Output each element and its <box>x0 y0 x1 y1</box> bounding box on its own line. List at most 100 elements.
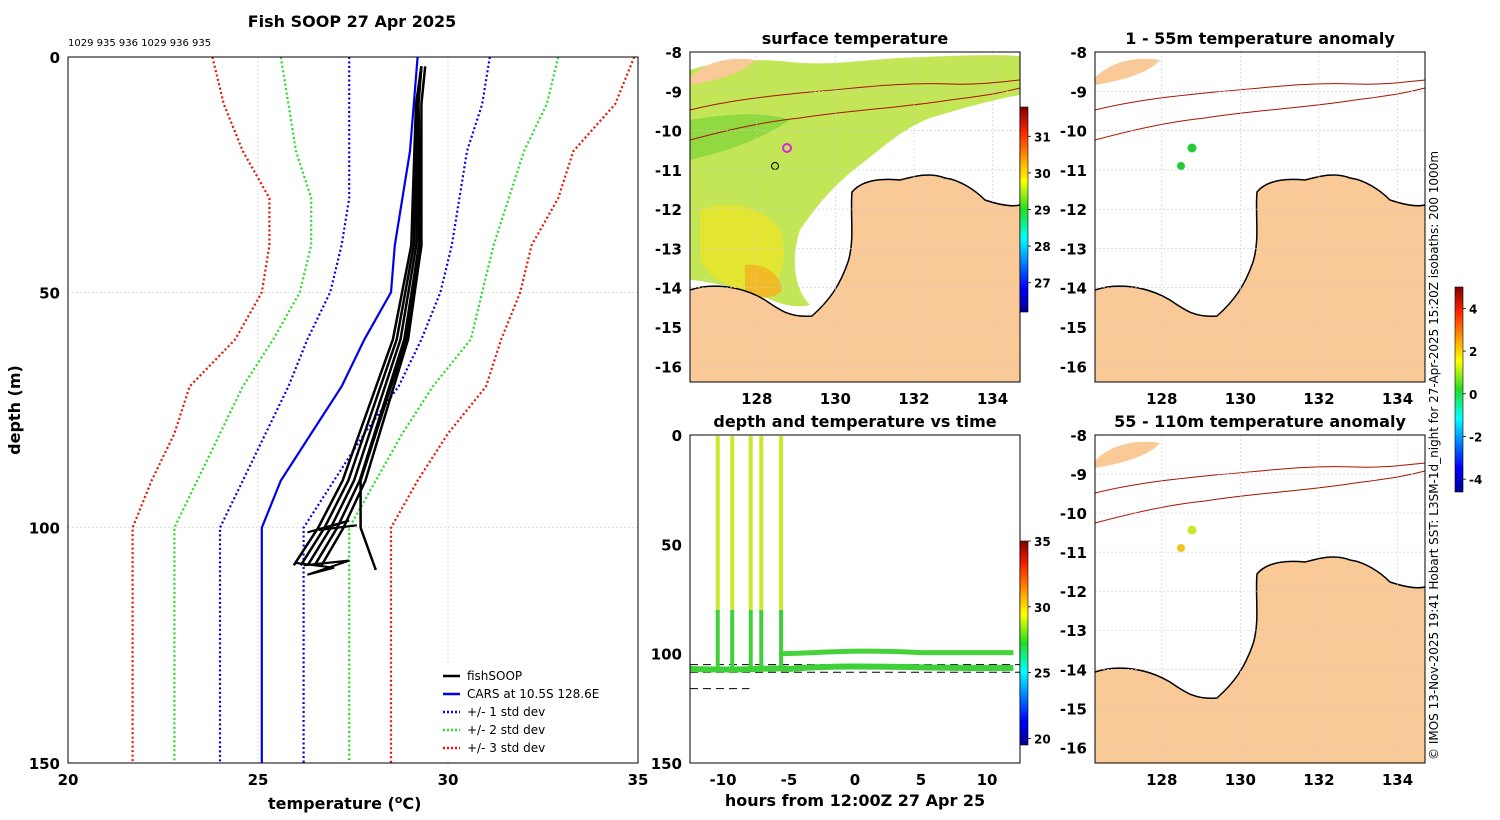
sst-map-isobath-200 <box>689 79 1021 111</box>
profile-xtick-label: 25 <box>248 771 269 789</box>
map-lat-label: -14 <box>655 280 682 298</box>
colorbar-label: -2 <box>1469 430 1482 444</box>
sst-map-ticks: -8 -9 -10 -11 -12 -13 -14 -15 -16 128 130 132 134 <box>655 44 1008 408</box>
map-lat-label: -9 <box>1070 83 1087 101</box>
colorbar-label: 20 <box>1034 732 1051 746</box>
profile-xlabel-text: temperature ( <box>268 794 395 813</box>
legend-label-sd1: +/- 1 std dev <box>467 705 545 719</box>
profile-panel: Fish SOOP 27 Apr 2025 1029 935 936 1029 … <box>5 12 648 813</box>
profile-series-fishsoop <box>292 66 423 566</box>
anomaly-colorbar: 4 2 0 -2 -4 <box>1454 286 1482 493</box>
legend-label-sd2: +/- 2 std dev <box>467 723 545 737</box>
map-lat-label: -16 <box>1060 358 1087 376</box>
timeseries-colorbar: 35 30 25 20 <box>1019 535 1051 746</box>
legend-label-cars: CARS at 10.5S 128.6E <box>467 687 599 701</box>
timeseries-ytick-label: 100 <box>651 646 682 664</box>
legend-box <box>438 665 635 759</box>
sst-map-island <box>690 58 755 85</box>
map-lat-label: -9 <box>1070 466 1087 484</box>
anom1-map-panel: 1 - 55m temperature anomaly -8 -9 -10 -11 -1… <box>1060 29 1426 408</box>
profile-xtick-label: 35 <box>628 771 649 789</box>
sst-map-plot <box>689 52 1021 382</box>
profile-fishsoop-bottom <box>307 519 357 534</box>
profile-ytick-label: 150 <box>29 755 60 773</box>
map-lon-label: 132 <box>1303 390 1334 408</box>
colorbar-ramp <box>1019 106 1029 313</box>
map-lon-label: 132 <box>898 390 929 408</box>
anom1-map-isobath-1000 <box>1094 87 1426 141</box>
profile-fishsoop-bottom <box>295 559 350 576</box>
colorbar-label: 0 <box>1469 388 1477 402</box>
map-lon-label: 130 <box>1225 771 1256 789</box>
profile-xlabel-end: C) <box>402 794 421 813</box>
anom2-map-island <box>1095 441 1160 468</box>
profile-series-stddev <box>218 57 351 763</box>
profile-top-ids: 1029 935 936 1029 936 935 <box>68 38 211 49</box>
anom1-map-frame <box>1094 51 1426 383</box>
anom2-map-plot <box>1094 435 1426 763</box>
timeseries-plot <box>689 436 1020 690</box>
sst-map-land <box>690 174 1020 382</box>
map-lat-label: -15 <box>1060 700 1087 718</box>
sst-map-station-current <box>782 143 792 153</box>
profile-xlabel: temperature (oC) <box>268 793 421 813</box>
legend-label-sd3: +/- 3 std dev <box>467 741 545 755</box>
timeseries-frame <box>689 434 1021 764</box>
profile-ytick-label: 0 <box>50 49 60 67</box>
profile-axes-frame <box>67 56 639 764</box>
map-lat-label: -13 <box>655 240 682 258</box>
anom1-map-title: 1 - 55m temperature anomaly <box>1125 29 1395 48</box>
anom2-map-dot-current <box>1187 525 1197 535</box>
legend-label-fish: fishSOOP <box>467 669 522 683</box>
map-lat-label: -8 <box>665 44 682 62</box>
map-lat-label: -8 <box>1070 44 1087 62</box>
anom1-map-dot-current <box>1187 143 1197 153</box>
map-lat-label: -10 <box>1060 123 1087 141</box>
map-lat-label: -10 <box>1060 505 1087 523</box>
profile-series-cars <box>260 56 419 763</box>
profile-series-stddev <box>348 56 560 763</box>
map-lon-label: 128 <box>1146 390 1177 408</box>
anom2-map-isobath-1000 <box>1094 470 1426 524</box>
anom2-map-title: 55 - 110m temperature anomaly <box>1114 412 1406 431</box>
map-lon-label: 134 <box>1382 390 1413 408</box>
profile-ytick-label: 50 <box>39 284 60 302</box>
colorbar-ramp <box>1019 540 1029 746</box>
map-lat-label: -13 <box>1060 240 1087 258</box>
map-lat-label: -11 <box>1060 162 1087 180</box>
anom1-map-isobath-200 <box>1094 79 1426 111</box>
sst-colorbar: 31 30 29 28 27 <box>1019 106 1051 313</box>
profile-legend: fishSOOP CARS at 10.5S 128.6E +/- 1 std … <box>438 665 635 759</box>
colorbar-label: 31 <box>1034 130 1051 144</box>
sst-map-panel: surface temperature -8-9-10-11-12-13-14-… <box>655 29 1051 408</box>
map-lat-label: -11 <box>1060 544 1087 562</box>
anom2-map-land <box>1095 556 1425 763</box>
colorbar-label: 27 <box>1034 277 1051 291</box>
timeseries-ytick-label: 150 <box>651 755 682 773</box>
anom2-map-ticks: -8 -9 -10 -11 -12 -13 -14 -15 -16 128 130 132 134 <box>1060 427 1413 789</box>
timeseries-title: depth and temperature vs time <box>713 412 996 431</box>
sst-hot-region <box>745 264 782 298</box>
anom2-map-panel: 55 - 110m temperature anomaly -8 -9 -10 -11… <box>1060 412 1426 789</box>
profile-ytick-label: 100 <box>29 520 60 538</box>
timeseries-mid-transect <box>782 648 1014 657</box>
map-lon-label: 132 <box>1303 771 1334 789</box>
map-lat-label: -15 <box>1060 319 1087 337</box>
timeseries-xtick-label: 5 <box>916 771 926 789</box>
map-lat-label: -11 <box>655 162 682 180</box>
profile-series-stddev <box>389 56 636 763</box>
map-lon-label: 130 <box>820 390 851 408</box>
map-lat-label: -13 <box>1060 622 1087 640</box>
timeseries-xtick-label: 10 <box>977 771 998 789</box>
map-lat-label: -14 <box>1060 661 1087 679</box>
sst-map-coastline <box>689 174 1021 318</box>
colorbar-label: 25 <box>1034 667 1051 681</box>
timeseries-ytick-label: 0 <box>672 427 682 445</box>
map-lon-label: 134 <box>977 390 1008 408</box>
sst-cool-region <box>690 114 790 160</box>
map-lon-label: 134 <box>1382 771 1413 789</box>
anom2-map-frame <box>1094 434 1426 764</box>
anom2-map-dot-prev <box>1177 544 1185 552</box>
timeseries-ytick-label: 50 <box>661 536 682 554</box>
